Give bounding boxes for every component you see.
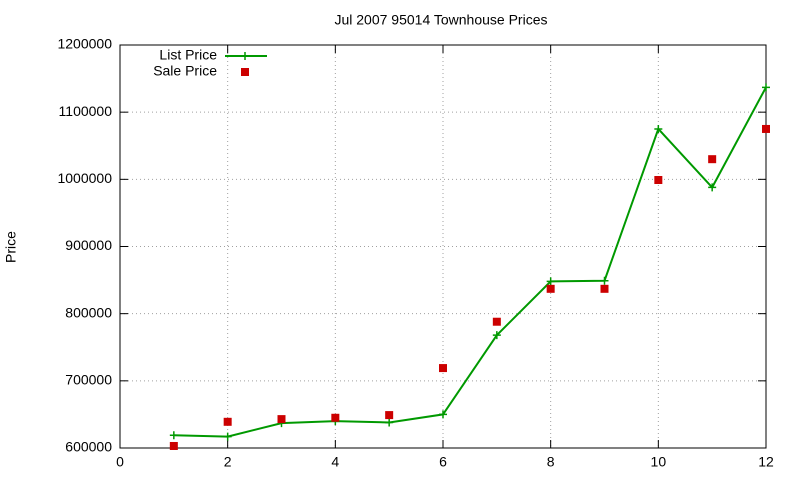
point: [223, 417, 232, 426]
point: [492, 331, 501, 340]
point: [654, 176, 663, 185]
y-tick-label: 800000: [65, 304, 112, 320]
point: [654, 124, 663, 133]
legend-label: List Price: [159, 47, 217, 63]
point: [762, 83, 770, 92]
chart-title: Jul 2007 95014 Townhouse Prices: [334, 12, 547, 28]
legend-marker: [241, 68, 249, 76]
point: [600, 284, 609, 293]
point: [708, 155, 717, 164]
y-tick-label: 1000000: [57, 170, 112, 186]
point: [492, 317, 501, 326]
point: [439, 364, 447, 373]
point: [223, 432, 232, 441]
x-tick-label: 10: [651, 454, 667, 470]
y-tick-label: 600000: [65, 439, 112, 455]
point: [169, 441, 178, 450]
point: [385, 411, 394, 420]
x-tick-label: 6: [439, 454, 447, 470]
x-tick-label: 12: [758, 454, 774, 470]
point: [331, 413, 340, 422]
x-tick-label: 8: [547, 454, 555, 470]
point: [546, 284, 555, 293]
x-tick-label: 0: [116, 454, 124, 470]
series-line: [173, 86, 767, 438]
x-tick-label: 2: [224, 454, 232, 470]
y-tick-label: 1100000: [59, 103, 113, 119]
point: [600, 276, 609, 285]
legend-marker: [241, 52, 249, 60]
point: [169, 431, 178, 440]
point: [708, 183, 717, 192]
y-tick-label: 900000: [65, 237, 112, 253]
y-tick-label: 700000: [65, 372, 112, 388]
point: [385, 418, 394, 427]
point: [762, 124, 770, 133]
legend-label: Sale Price: [153, 63, 217, 79]
point: [546, 277, 555, 286]
point: [439, 410, 447, 419]
y-tick-label: 1200000: [57, 36, 112, 52]
y-axis-label: Price: [3, 231, 19, 263]
point: [277, 415, 286, 424]
x-tick-label: 4: [331, 454, 339, 470]
plot-frame: [119, 44, 767, 449]
